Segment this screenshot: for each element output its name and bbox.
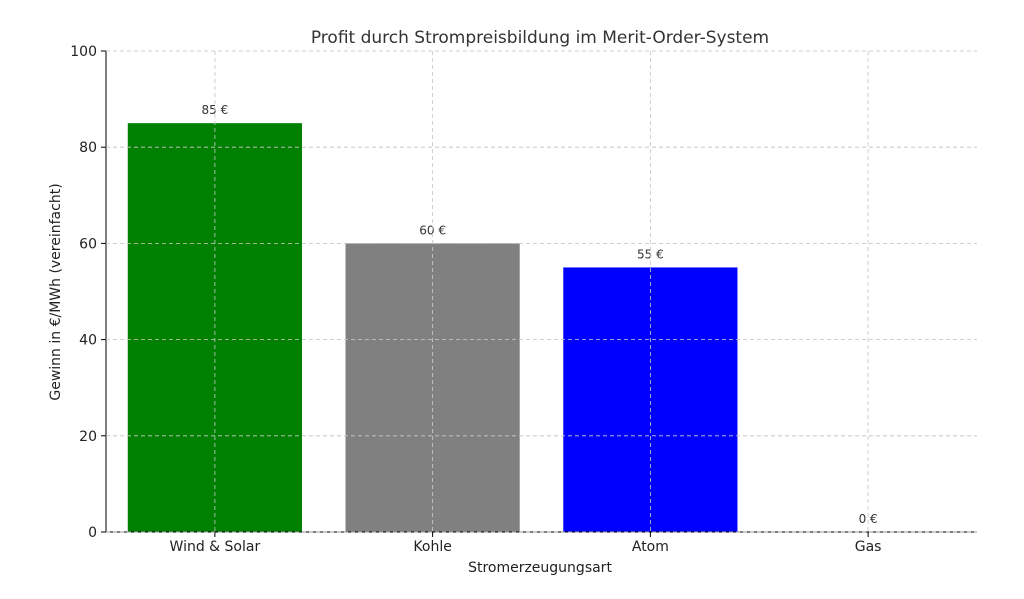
x-axis-label: Stromerzeugungsart xyxy=(468,560,612,576)
data-labels: 85 €60 €55 €0 € xyxy=(106,50,977,533)
y-tick-label: 80 xyxy=(79,140,97,156)
data-label: 0 € xyxy=(859,512,878,526)
y-tick-label: 40 xyxy=(79,333,97,349)
data-label: 60 € xyxy=(419,223,446,237)
x-tick-label: Atom xyxy=(632,539,669,555)
y-tick-label: 100 xyxy=(70,44,97,60)
x-tick-label: Wind & Solar xyxy=(170,539,261,555)
chart-title: Profit durch Strompreisbildung im Merit-… xyxy=(311,28,769,48)
x-tick-label: Gas xyxy=(855,539,882,555)
y-tick-label: 60 xyxy=(79,236,97,252)
y-axis-label: Gewinn in €/MWh (vereinfacht) xyxy=(48,183,64,400)
y-tick-label: 20 xyxy=(79,429,97,445)
x-tick-label: Kohle xyxy=(413,539,451,555)
tick-labels: 0 20 40 60 80 100 Wind & Solar Kohle Atom Gas xyxy=(70,44,881,555)
y-tick-label: 0 xyxy=(88,525,97,541)
